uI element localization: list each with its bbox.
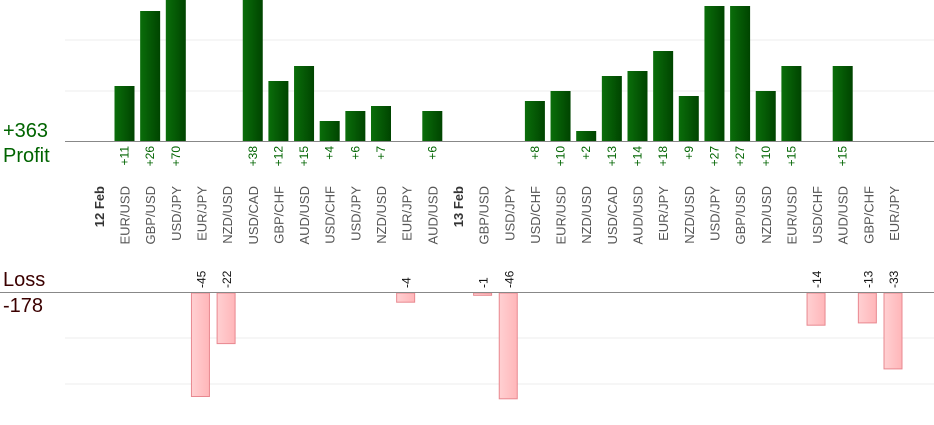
profit-bar <box>371 106 391 141</box>
profit-bar <box>730 6 751 141</box>
category-label: USD/CAD <box>605 186 620 245</box>
category-label: USD/JPY <box>169 186 184 241</box>
profit-value-label: +15 <box>784 146 798 167</box>
profit-bar <box>627 71 648 141</box>
loss-value-label: -22 <box>220 270 234 288</box>
category-label: EUR/JPY <box>400 186 415 241</box>
profit-value-label: +70 <box>169 146 183 167</box>
profit-bar <box>422 111 443 141</box>
category-label: NZD/USD <box>374 186 389 244</box>
profit-label: Profit <box>3 145 50 167</box>
profit-value-label: +2 <box>579 146 593 160</box>
profit-value-label: +12 <box>271 146 285 167</box>
profit-bar <box>832 66 853 141</box>
profit-value-label: +15 <box>297 146 311 167</box>
category-label: USD/CHF <box>810 186 825 244</box>
profit-value-label: +26 <box>143 146 157 167</box>
loss-value-label: -46 <box>502 270 516 288</box>
loss-bar <box>857 292 877 324</box>
category-label: EUR/USD <box>554 186 569 245</box>
profit-value-label: +10 <box>554 146 568 167</box>
category-label: USD/JPY <box>502 186 517 241</box>
profit-bar <box>319 121 340 141</box>
category-label: GBP/CHF <box>861 186 876 244</box>
profit-value-label: +27 <box>707 146 721 167</box>
net-loss-total: -178 <box>3 295 44 317</box>
loss-value-label: -14 <box>810 270 824 288</box>
category-label: USD/CHF <box>323 186 338 244</box>
category-label: AUD/USD <box>631 186 646 245</box>
category-label: USD/JPY <box>348 186 363 241</box>
loss-value-label: -1 <box>477 277 491 288</box>
category-label: EUR/USD <box>118 186 133 245</box>
category-label: EUR/USD <box>784 186 799 245</box>
category-label: GBP/USD <box>477 186 492 245</box>
category-label: NZD/USD <box>220 186 235 244</box>
category-label: EUR/JPY <box>887 186 902 241</box>
loss-label: Loss <box>3 269 46 291</box>
profit-bar <box>140 11 161 141</box>
profit-value-label: +13 <box>605 146 619 167</box>
loss-bar <box>190 292 210 397</box>
category-label: GBP/USD <box>733 186 748 245</box>
category-label: USD/JPY <box>707 186 722 241</box>
profit-value-label: +15 <box>836 146 850 167</box>
profit-bar <box>114 86 135 141</box>
net-profit-total: +363 <box>3 120 49 142</box>
profit-bar <box>755 91 776 141</box>
profit-value-label: +6 <box>348 146 362 160</box>
date-group-label: 12 Feb <box>92 186 107 227</box>
loss-bar <box>216 292 236 345</box>
profit-bar <box>704 6 725 141</box>
category-label: NZD/USD <box>682 186 697 244</box>
profit-value-label: +7 <box>374 146 388 160</box>
profit-bar <box>550 91 571 141</box>
profit-value-label: +9 <box>682 146 696 160</box>
loss-value-label: -45 <box>194 270 208 288</box>
loss-value-label: -33 <box>887 270 901 288</box>
profit-value-label: +8 <box>528 146 542 160</box>
profit-value-label: +27 <box>733 146 747 167</box>
profit-bar <box>268 81 289 141</box>
category-label: GBP/USD <box>143 186 158 245</box>
profit-bar <box>653 51 674 141</box>
category-label: USD/CAD <box>246 186 261 245</box>
profit-bar <box>524 101 545 141</box>
category-label: EUR/JPY <box>194 186 209 241</box>
profit-bar <box>345 111 366 141</box>
profit-value-label: +14 <box>631 146 645 167</box>
category-label: USD/CHF <box>528 186 543 244</box>
profit-bar <box>242 0 263 141</box>
profit-bar <box>165 0 186 141</box>
loss-bar <box>806 292 826 326</box>
loss-value-label: -13 <box>861 270 875 288</box>
loss-bar <box>498 292 518 400</box>
category-label: GBP/CHF <box>271 186 286 244</box>
profit-value-label: +11 <box>118 146 132 166</box>
category-label: NZD/USD <box>759 186 774 244</box>
loss-bar <box>396 292 416 303</box>
category-label: AUD/USD <box>297 186 312 245</box>
category-label: AUD/USD <box>836 186 851 245</box>
profit-bar <box>294 66 315 141</box>
profit-value-label: +6 <box>425 146 439 160</box>
category-label: NZD/USD <box>579 186 594 244</box>
profit-bar <box>576 131 597 141</box>
loss-bar <box>473 292 493 296</box>
profit-value-label: +18 <box>656 146 670 167</box>
profit-bar <box>781 66 802 141</box>
profit-value-label: +10 <box>759 146 773 167</box>
loss-value-label: -4 <box>400 277 414 288</box>
profit-value-label: +4 <box>323 146 337 160</box>
loss-bar <box>883 292 903 370</box>
category-label: EUR/JPY <box>656 186 671 241</box>
category-label: AUD/USD <box>425 186 440 245</box>
date-group-label: 13 Feb <box>451 186 466 227</box>
profit-bar <box>601 76 622 141</box>
profit-bar <box>678 96 699 141</box>
profit-value-label: +38 <box>246 146 260 167</box>
